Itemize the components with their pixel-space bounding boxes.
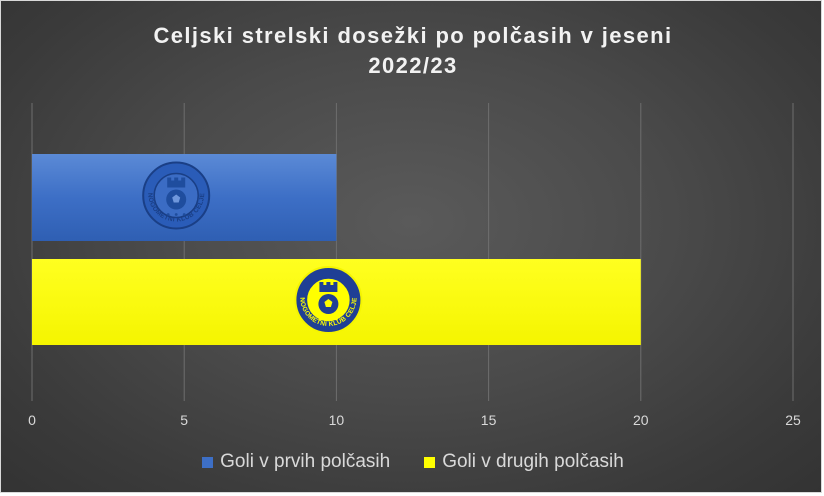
legend-swatch-yellow [424,456,436,468]
x-tick-label-20: 20 [633,412,649,428]
x-tick-label-0: 0 [28,412,36,428]
legend: Goli v prvih polčasih Goli v drugih polč… [1,451,824,473]
x-tick-label-10: 10 [329,412,345,428]
legend-item-first-half: Goli v prvih polčasih [202,451,390,473]
club-crest-icon: NOGOMETNI KLUB CELJE [142,161,211,230]
x-tick-label-5: 5 [180,412,188,428]
x-tick-label-15: 15 [481,412,497,428]
chart-title-line-1: Celjski strelski dosežki po polčasih v j… [153,23,673,48]
chart-title-line-2: 2022/23 [368,53,458,78]
legend-swatch-blue [202,456,214,468]
legend-item-second-half: Goli v drugih polčasih [424,451,624,473]
chart-title: Celjski strelski dosežki po polčasih v j… [1,21,824,81]
legend-label-second-half: Goli v drugih polčasih [442,451,624,472]
x-tick-label-25: 25 [785,412,801,428]
legend-label-first-half: Goli v prvih polčasih [220,451,391,472]
club-crest-icon: NOGOMETNI KLUB CELJE [294,266,363,334]
